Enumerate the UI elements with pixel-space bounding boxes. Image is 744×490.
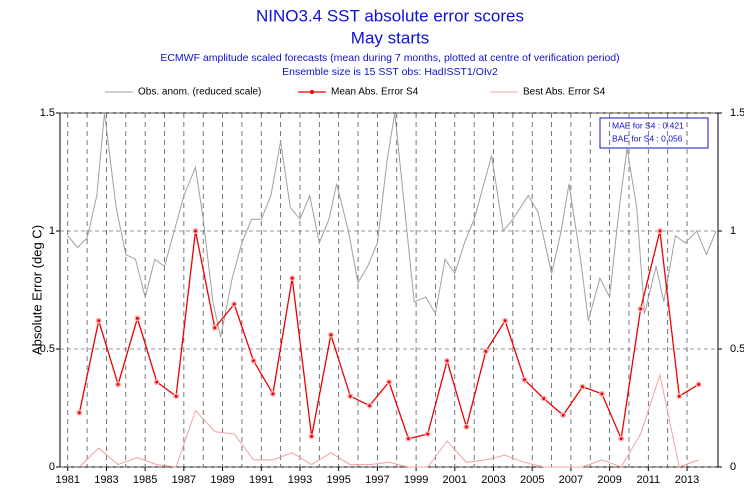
x-tick-label: 1997 [365,474,389,486]
series-marker [134,315,141,322]
series-marker [153,379,160,385]
series-marker [540,395,547,402]
x-tick-label: 1985 [133,474,157,486]
series-marker [482,348,489,355]
chart-note: ECMWF amplitude scaled forecasts (mean d… [160,52,619,64]
series-marker [366,402,373,409]
legend-label: Best Abs. Error S4 [523,87,606,98]
y-tick-label: 0 [49,461,55,473]
x-tick-label: 1999 [404,474,428,486]
series-marker [192,228,199,234]
x-tick-label: 2005 [520,474,544,486]
series-marker [637,305,644,312]
series-marker [463,423,470,430]
y-tick-label: 1.5 [40,107,55,119]
y-tick-label-right: 1.5 [730,107,744,119]
series-marker [405,435,412,442]
series-marker [347,393,354,400]
series-marker [521,376,528,383]
y-axis-label: Absolute Error (deg C) [29,225,44,355]
series-marker [502,317,509,324]
series-marker [618,435,625,442]
series-line [67,112,717,338]
x-tick-label: 2007 [559,474,583,486]
legend-label: Obs. anom. (reduced scale) [138,87,261,98]
series-marker [598,390,605,397]
series-marker [444,357,451,364]
series-line [79,373,699,468]
series-marker [289,275,296,282]
y-tick-label-right: 0 [730,461,736,473]
x-tick-label: 1987 [172,474,196,486]
series-marker [173,393,180,400]
legend-marker [310,90,314,94]
chart-title: NINO3.4 SST absolute error scores [256,6,524,25]
x-tick-label: 2001 [443,474,467,486]
series-marker [269,390,276,397]
y-tick-label-right: 1 [730,225,736,237]
x-tick-label: 1981 [55,474,79,486]
series-marker [211,324,218,331]
series-marker [560,412,567,419]
series-marker [327,331,334,338]
legend-label: Mean Abs. Error S4 [331,87,419,98]
x-tick-label: 1983 [94,474,118,486]
chart-subtitle: May starts [351,28,429,47]
y-tick-label: 1 [49,225,55,237]
series-marker [95,317,102,324]
info-box [599,117,709,149]
series-marker [231,301,238,308]
x-tick-label: 1993 [288,474,312,486]
series-marker [115,381,122,388]
series-marker [695,381,702,388]
series-marker [676,393,683,400]
y-tick-label: 0.5 [40,343,55,355]
x-tick-label: 2003 [481,474,505,486]
y-tick-label-right: 0.5 [730,343,744,355]
x-tick-label: 1989 [210,474,234,486]
series-marker [579,383,586,390]
info-text: BAE for S4 : 0.056 [612,133,683,143]
series-marker [250,357,257,364]
chart-note: Ensemble size is 15 SST obs: HadISST1/OI… [282,66,498,78]
series-marker [424,431,431,437]
plot-frame [59,112,719,468]
x-tick-label: 1995 [326,474,350,486]
x-tick-label: 2009 [597,474,621,486]
x-tick-label: 2013 [675,474,699,486]
series-marker [386,379,392,385]
series-marker [308,433,315,440]
x-tick-label: 1991 [249,474,273,486]
series-line [78,230,699,442]
series-marker [656,228,663,234]
x-tick-label: 2011 [637,474,661,486]
series-marker [76,409,83,416]
